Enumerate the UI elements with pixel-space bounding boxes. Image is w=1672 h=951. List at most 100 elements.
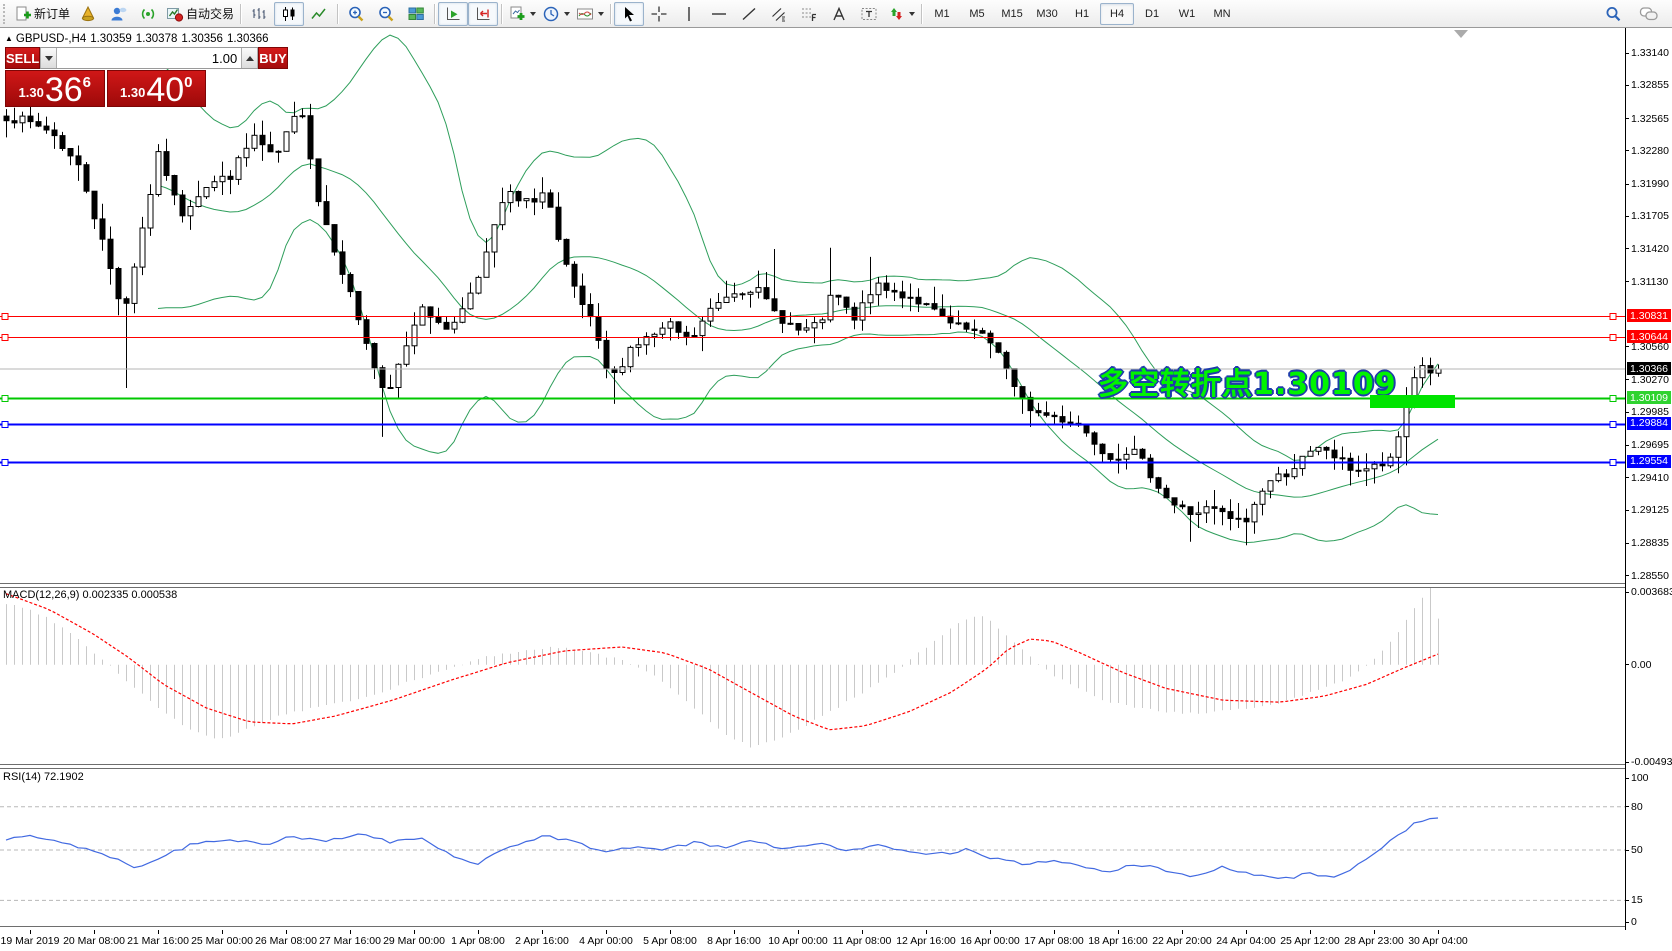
timeframe-button-m5[interactable]: M5 [969,7,985,20]
crosshair-button[interactable] [644,2,674,26]
sell-price-button[interactable]: 1.30 36 6 [5,70,105,107]
toolbar-grip[interactable] [3,3,10,24]
timeframe-button-h4[interactable]: H4 [1100,2,1135,25]
arrows-button[interactable] [884,2,918,26]
timeframe-button-mn[interactable]: MN [1213,7,1231,20]
search-button[interactable] [1598,2,1628,26]
timeframe-button-m15[interactable]: M15 [1001,7,1023,20]
market-cone-button[interactable] [73,2,103,26]
timeframe-button-h1[interactable]: H1 [1075,7,1090,20]
bar-chart-button[interactable] [244,2,274,26]
time-axis-label: 4 Apr 00:00 [579,935,633,947]
price-tick-label: 1.28835 [1631,537,1669,550]
scale-tick [1625,509,1629,511]
horizontal-level-line[interactable] [0,459,1625,466]
time-tick [990,930,991,934]
time-tick [1054,930,1055,934]
time-tick [734,930,735,934]
price-scale[interactable]: 1.33140 1.32855 1.32565 1.32280 1.31990 1.317… [1625,28,1672,930]
text-label-button[interactable] [854,2,884,26]
indicators-button[interactable] [573,2,607,26]
horizontal-line-button[interactable] [704,2,734,26]
vertical-line-button[interactable] [674,2,704,26]
time-axis[interactable]: 19 Mar 2019 20 Mar 08:00 21 Mar 16:00 25 Ma… [0,930,1672,951]
volume-up-button[interactable] [241,48,259,68]
sell-price-prefix: 1.30 [18,85,44,100]
timeframe-button-m30[interactable]: M30 [1036,7,1058,20]
time-axis-label: 29 Mar 00:00 [383,935,445,947]
pane-splitter[interactable] [0,764,1672,769]
signals-button[interactable] [133,2,163,26]
time-tick [478,930,479,934]
new-chart-icon [508,5,526,23]
new-order-button[interactable]: 新订单 [11,2,73,26]
horizontal-level-line[interactable] [0,313,1625,320]
pane-splitter[interactable] [0,583,1672,588]
time-axis-label: 20 Mar 08:00 [63,935,125,947]
buy-price-button[interactable]: 1.30 40 0 [106,70,206,107]
scale-tick [1625,248,1629,250]
collapse-arrow-icon[interactable]: ▲ [5,34,13,43]
price-level-label: 1.30366 [1627,362,1671,376]
sell-price-big: 36 [44,71,83,109]
indicators-icon [576,5,594,23]
time-tick [1310,930,1311,934]
buy-button[interactable]: BUY [258,47,288,69]
time-tick [670,930,671,934]
trendline-button[interactable] [734,2,764,26]
time-axis-label: 2 Apr 16:00 [515,935,569,947]
scale-tick [1625,899,1629,901]
toolbar-separator [240,3,242,24]
time-axis-label: 1 Apr 08:00 [451,935,505,947]
horizontal-level-line[interactable] [0,421,1625,428]
rsi-tick-label: 15 [1631,894,1643,907]
timeframe-button-w1[interactable]: W1 [1178,7,1196,20]
macd-tick-label: -0.004933 [1631,756,1672,769]
time-axis-label: 28 Apr 23:00 [1344,935,1404,947]
scale-tick [1625,379,1629,381]
chart-shift-marker[interactable] [1454,30,1468,38]
sell-button[interactable]: SELL [5,47,41,69]
volume-down-button[interactable] [40,48,58,68]
chart-shift-button[interactable] [468,1,499,26]
community-button[interactable] [103,2,133,26]
zoom-out-button[interactable] [371,2,401,26]
new-chart-button[interactable] [505,2,539,26]
trendline-icon [740,5,758,23]
time-tick [94,930,95,934]
text-button[interactable] [824,2,854,26]
price-tick-label: 1.31990 [1631,178,1669,191]
macd-pane-canvas[interactable] [0,587,1625,764]
price-chart-canvas[interactable] [0,28,1625,583]
candles [3,100,1442,546]
horizontal-level-line[interactable] [0,395,1625,402]
periods-button[interactable] [539,2,573,26]
line-chart-button[interactable] [304,2,334,26]
horizontal-line-icon [710,5,728,23]
annotation-text: 多空转折点1.30109 [1098,367,1397,402]
auto-trading-button[interactable]: 自动交易 [163,2,237,26]
volume-input[interactable] [57,48,242,68]
auto-scroll-button[interactable] [438,1,469,26]
chat-button[interactable] [1634,2,1664,26]
tile-windows-button[interactable] [401,2,431,26]
toolbar-separator [610,3,612,24]
price-tick-label: 1.29985 [1631,406,1669,419]
cursor-button[interactable] [614,1,645,26]
macd-tick-label: 0.003683 [1631,586,1672,599]
bar-chart-icon [250,5,268,23]
bollinger-bands[interactable] [157,34,1439,544]
fibonacci-button[interactable] [794,2,824,26]
text-a-icon [830,5,848,23]
auto-trading-icon [166,5,184,23]
scale-tick [1625,777,1629,779]
timeframe-button-m1[interactable]: M1 [934,7,950,20]
rsi-pane-canvas[interactable] [0,768,1625,926]
rsi-tick-label: 0 [1631,916,1637,928]
timeframe-button-d1[interactable]: D1 [1145,7,1160,20]
candlestick-chart-button[interactable] [274,1,305,26]
equidistant-channel-button[interactable] [764,2,794,26]
zoom-in-button[interactable] [341,2,371,26]
horizontal-level-line[interactable] [0,334,1625,341]
